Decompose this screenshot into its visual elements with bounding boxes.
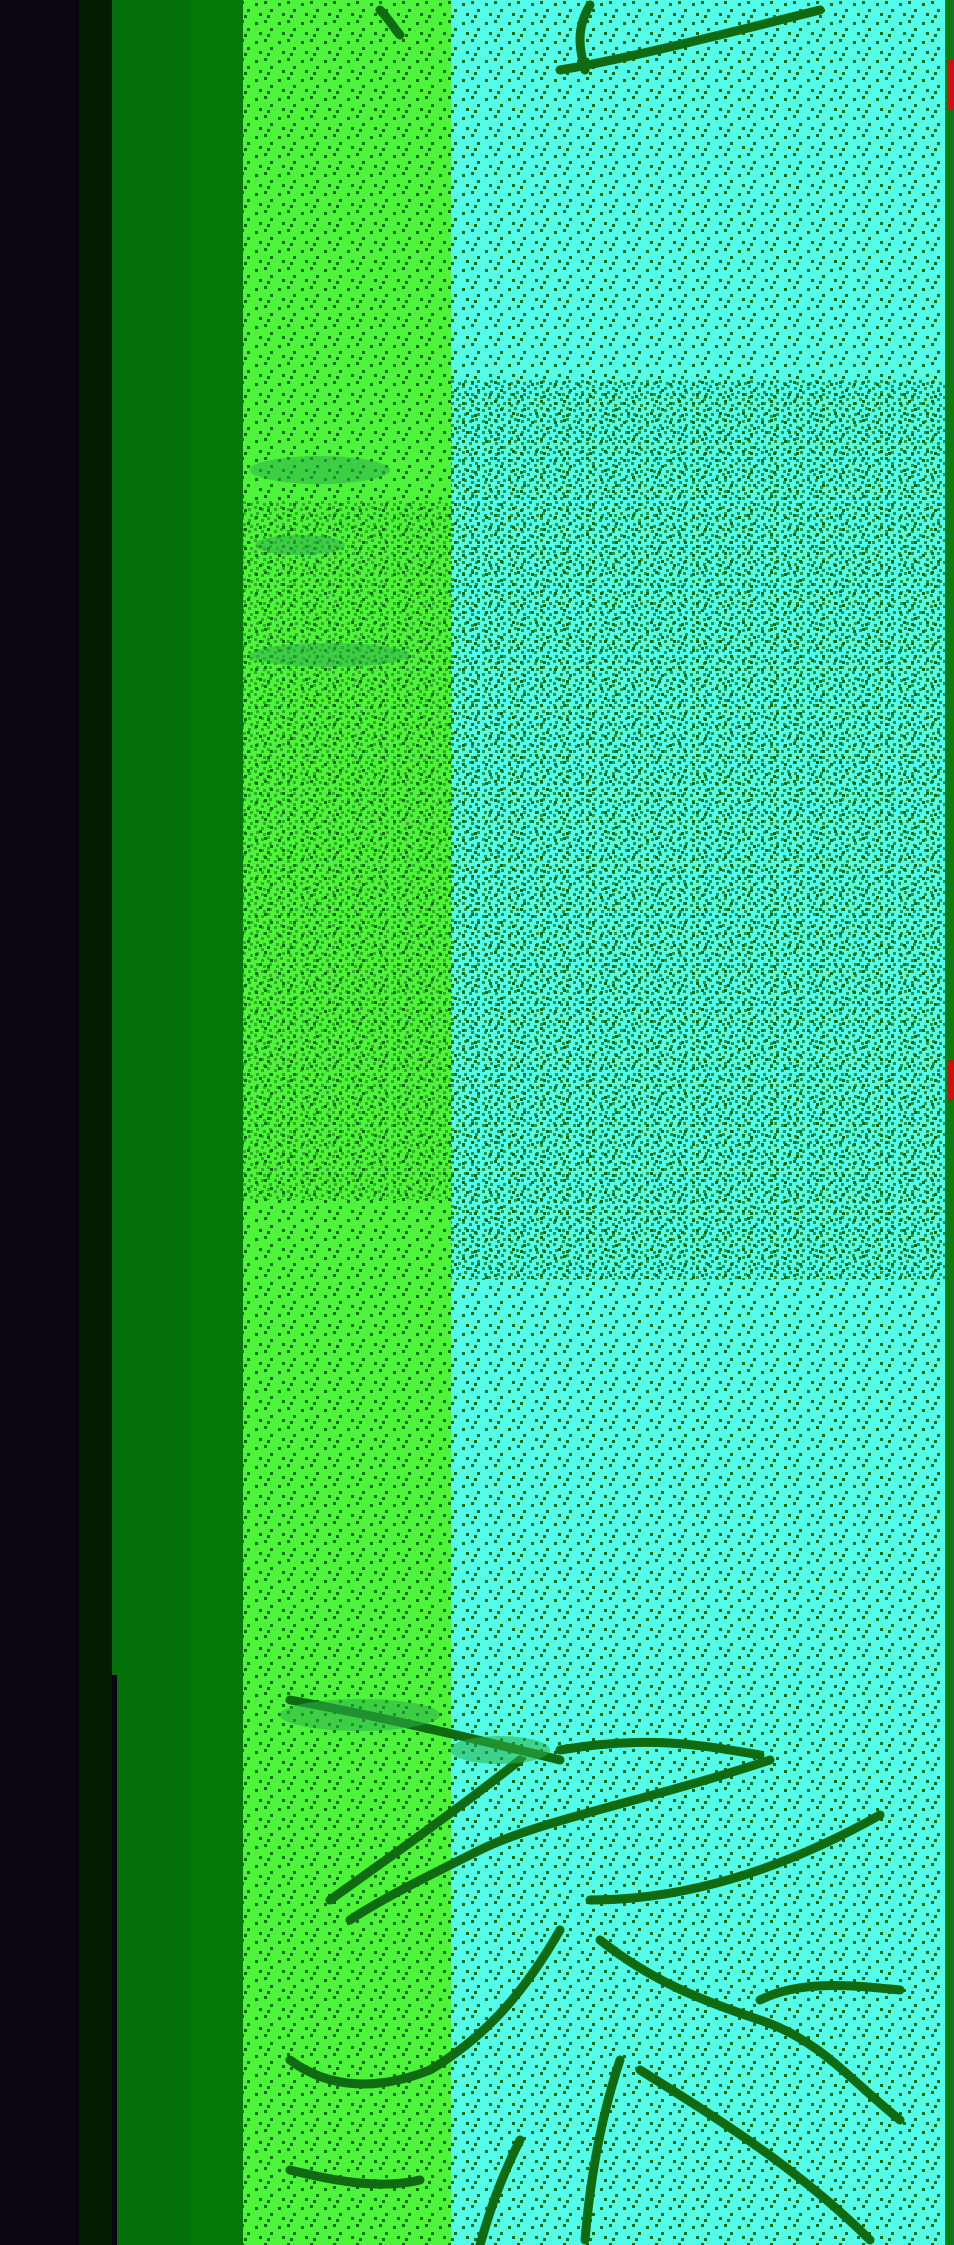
band-green — [189, 0, 244, 2245]
band-dark-green — [112, 0, 192, 1675]
smudges — [250, 456, 550, 1764]
noise-dense-left — [243, 500, 451, 1200]
noise-dense — [451, 380, 945, 1280]
band-darkest-green — [79, 0, 112, 2245]
edge-glitch — [948, 60, 954, 110]
band-navy — [0, 0, 79, 2245]
edge-glitch — [948, 1060, 954, 1100]
band-dark-green-lower — [117, 1675, 192, 2245]
band-edge — [945, 0, 954, 2245]
